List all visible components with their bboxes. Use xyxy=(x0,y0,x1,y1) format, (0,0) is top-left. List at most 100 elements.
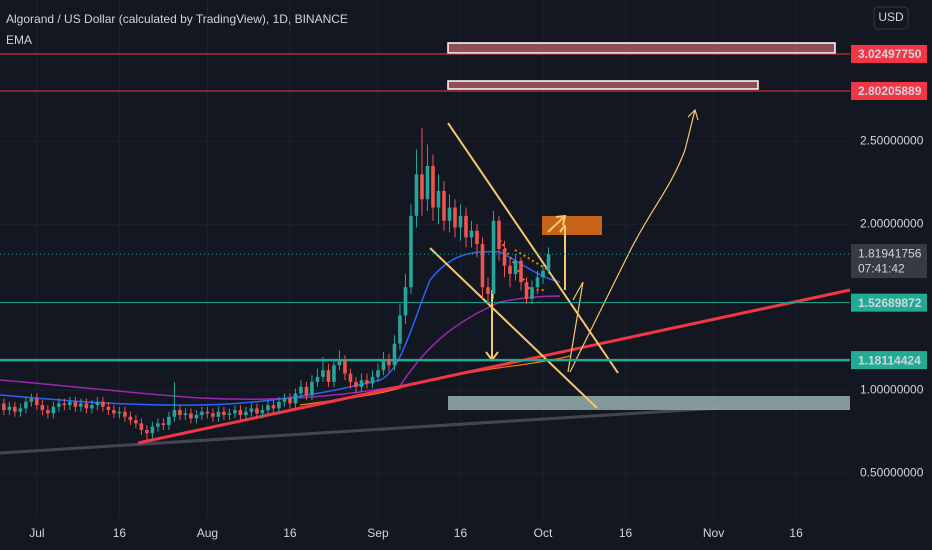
target-zone xyxy=(447,42,836,54)
candle-body xyxy=(79,403,83,407)
candle-body xyxy=(211,413,215,417)
candle-body xyxy=(216,411,221,417)
candle-body xyxy=(244,411,248,416)
candle-body xyxy=(530,287,534,299)
candle-body xyxy=(464,215,468,238)
currency-button[interactable] xyxy=(873,6,909,30)
candle-body xyxy=(106,406,111,411)
candle-body xyxy=(145,430,149,434)
candle-body xyxy=(480,244,485,288)
candle-body xyxy=(260,410,265,414)
level-label-box xyxy=(851,81,927,100)
level-label-box xyxy=(851,44,927,63)
candle-body xyxy=(398,315,402,344)
x-tick-label: 16 xyxy=(283,526,297,540)
candle-body xyxy=(249,408,254,412)
candle-body xyxy=(29,398,34,402)
candle-body xyxy=(255,408,259,414)
candle-body xyxy=(447,207,452,221)
candle-body xyxy=(299,386,303,394)
candle-body xyxy=(7,406,12,411)
candle-body xyxy=(46,410,50,414)
candle-body xyxy=(123,411,127,417)
currency-label[interactable]: USD xyxy=(878,10,904,24)
y-tick-label: 1.00000000 xyxy=(860,382,924,396)
candle-body xyxy=(491,220,496,294)
candle-body xyxy=(2,403,6,411)
candle-body xyxy=(24,401,28,409)
candle-body xyxy=(354,381,358,387)
orange-zone xyxy=(542,216,602,235)
arrow xyxy=(547,214,567,233)
x-tick-label: 16 xyxy=(619,526,633,540)
arrow xyxy=(559,224,566,290)
x-tick-label: Nov xyxy=(703,526,724,540)
candle-body xyxy=(436,190,441,208)
candle-body xyxy=(18,408,23,412)
gray-trendline xyxy=(0,406,721,455)
level-label: 2.80205889 xyxy=(858,84,922,98)
candle-body xyxy=(381,360,386,371)
candle-body xyxy=(233,410,237,414)
candle-body xyxy=(425,166,430,200)
chart-title: Algorand / US Dollar (calculated by Trad… xyxy=(6,12,348,26)
candle-body xyxy=(326,370,331,382)
candle-body xyxy=(453,207,457,228)
candle-body xyxy=(101,401,105,407)
candle-body xyxy=(370,376,375,384)
candle-body xyxy=(535,277,540,288)
candles xyxy=(0,127,551,440)
candle-body xyxy=(546,254,551,271)
candle-body xyxy=(200,411,204,416)
candle-body xyxy=(365,380,369,384)
x-tick-label: 16 xyxy=(454,526,468,540)
candle-body xyxy=(337,360,342,366)
candle-body xyxy=(486,287,490,294)
time-axis-bg xyxy=(0,518,932,550)
candle-body xyxy=(469,230,474,238)
candle-body xyxy=(189,413,193,419)
y-tick-label: 2.00000000 xyxy=(860,216,924,230)
candle-body xyxy=(134,420,138,424)
candle-body xyxy=(13,406,17,412)
candle-body xyxy=(409,215,413,288)
candle-body xyxy=(172,410,177,417)
indicator-label: EMA xyxy=(6,33,32,47)
candle-body xyxy=(288,398,292,404)
candle-body xyxy=(475,230,479,245)
level-label-box xyxy=(851,351,927,370)
candle-body xyxy=(178,410,182,416)
candle-body xyxy=(35,398,39,406)
candle-body xyxy=(376,370,380,377)
support-zone xyxy=(448,396,850,410)
candle-body xyxy=(497,220,501,250)
last-price-box xyxy=(851,244,927,279)
last-price-label: 1.81941756 xyxy=(858,246,922,260)
projection-path xyxy=(567,108,699,373)
candle-body xyxy=(183,413,188,416)
candle-body xyxy=(392,343,397,366)
ema-line xyxy=(0,250,561,406)
y-tick-label: 2.50000000 xyxy=(860,133,924,147)
grid xyxy=(0,0,850,518)
candle-body xyxy=(513,260,518,274)
candle-body xyxy=(321,370,325,377)
candle-body xyxy=(150,426,155,434)
candle-body xyxy=(431,166,435,208)
candle-body xyxy=(403,287,408,316)
candle-body xyxy=(117,411,122,414)
candle-body xyxy=(414,174,419,216)
y-tick-label: 0.50000000 xyxy=(860,465,924,479)
candle-body xyxy=(519,260,523,283)
candle-body xyxy=(332,365,336,382)
candle-body xyxy=(90,405,94,409)
x-tick-label: 16 xyxy=(789,526,803,540)
candle-body xyxy=(62,403,67,406)
candle-body xyxy=(238,410,243,416)
candle-body xyxy=(502,249,507,266)
candle-body xyxy=(420,174,424,200)
candle-body xyxy=(304,386,309,396)
drawings xyxy=(0,42,851,455)
